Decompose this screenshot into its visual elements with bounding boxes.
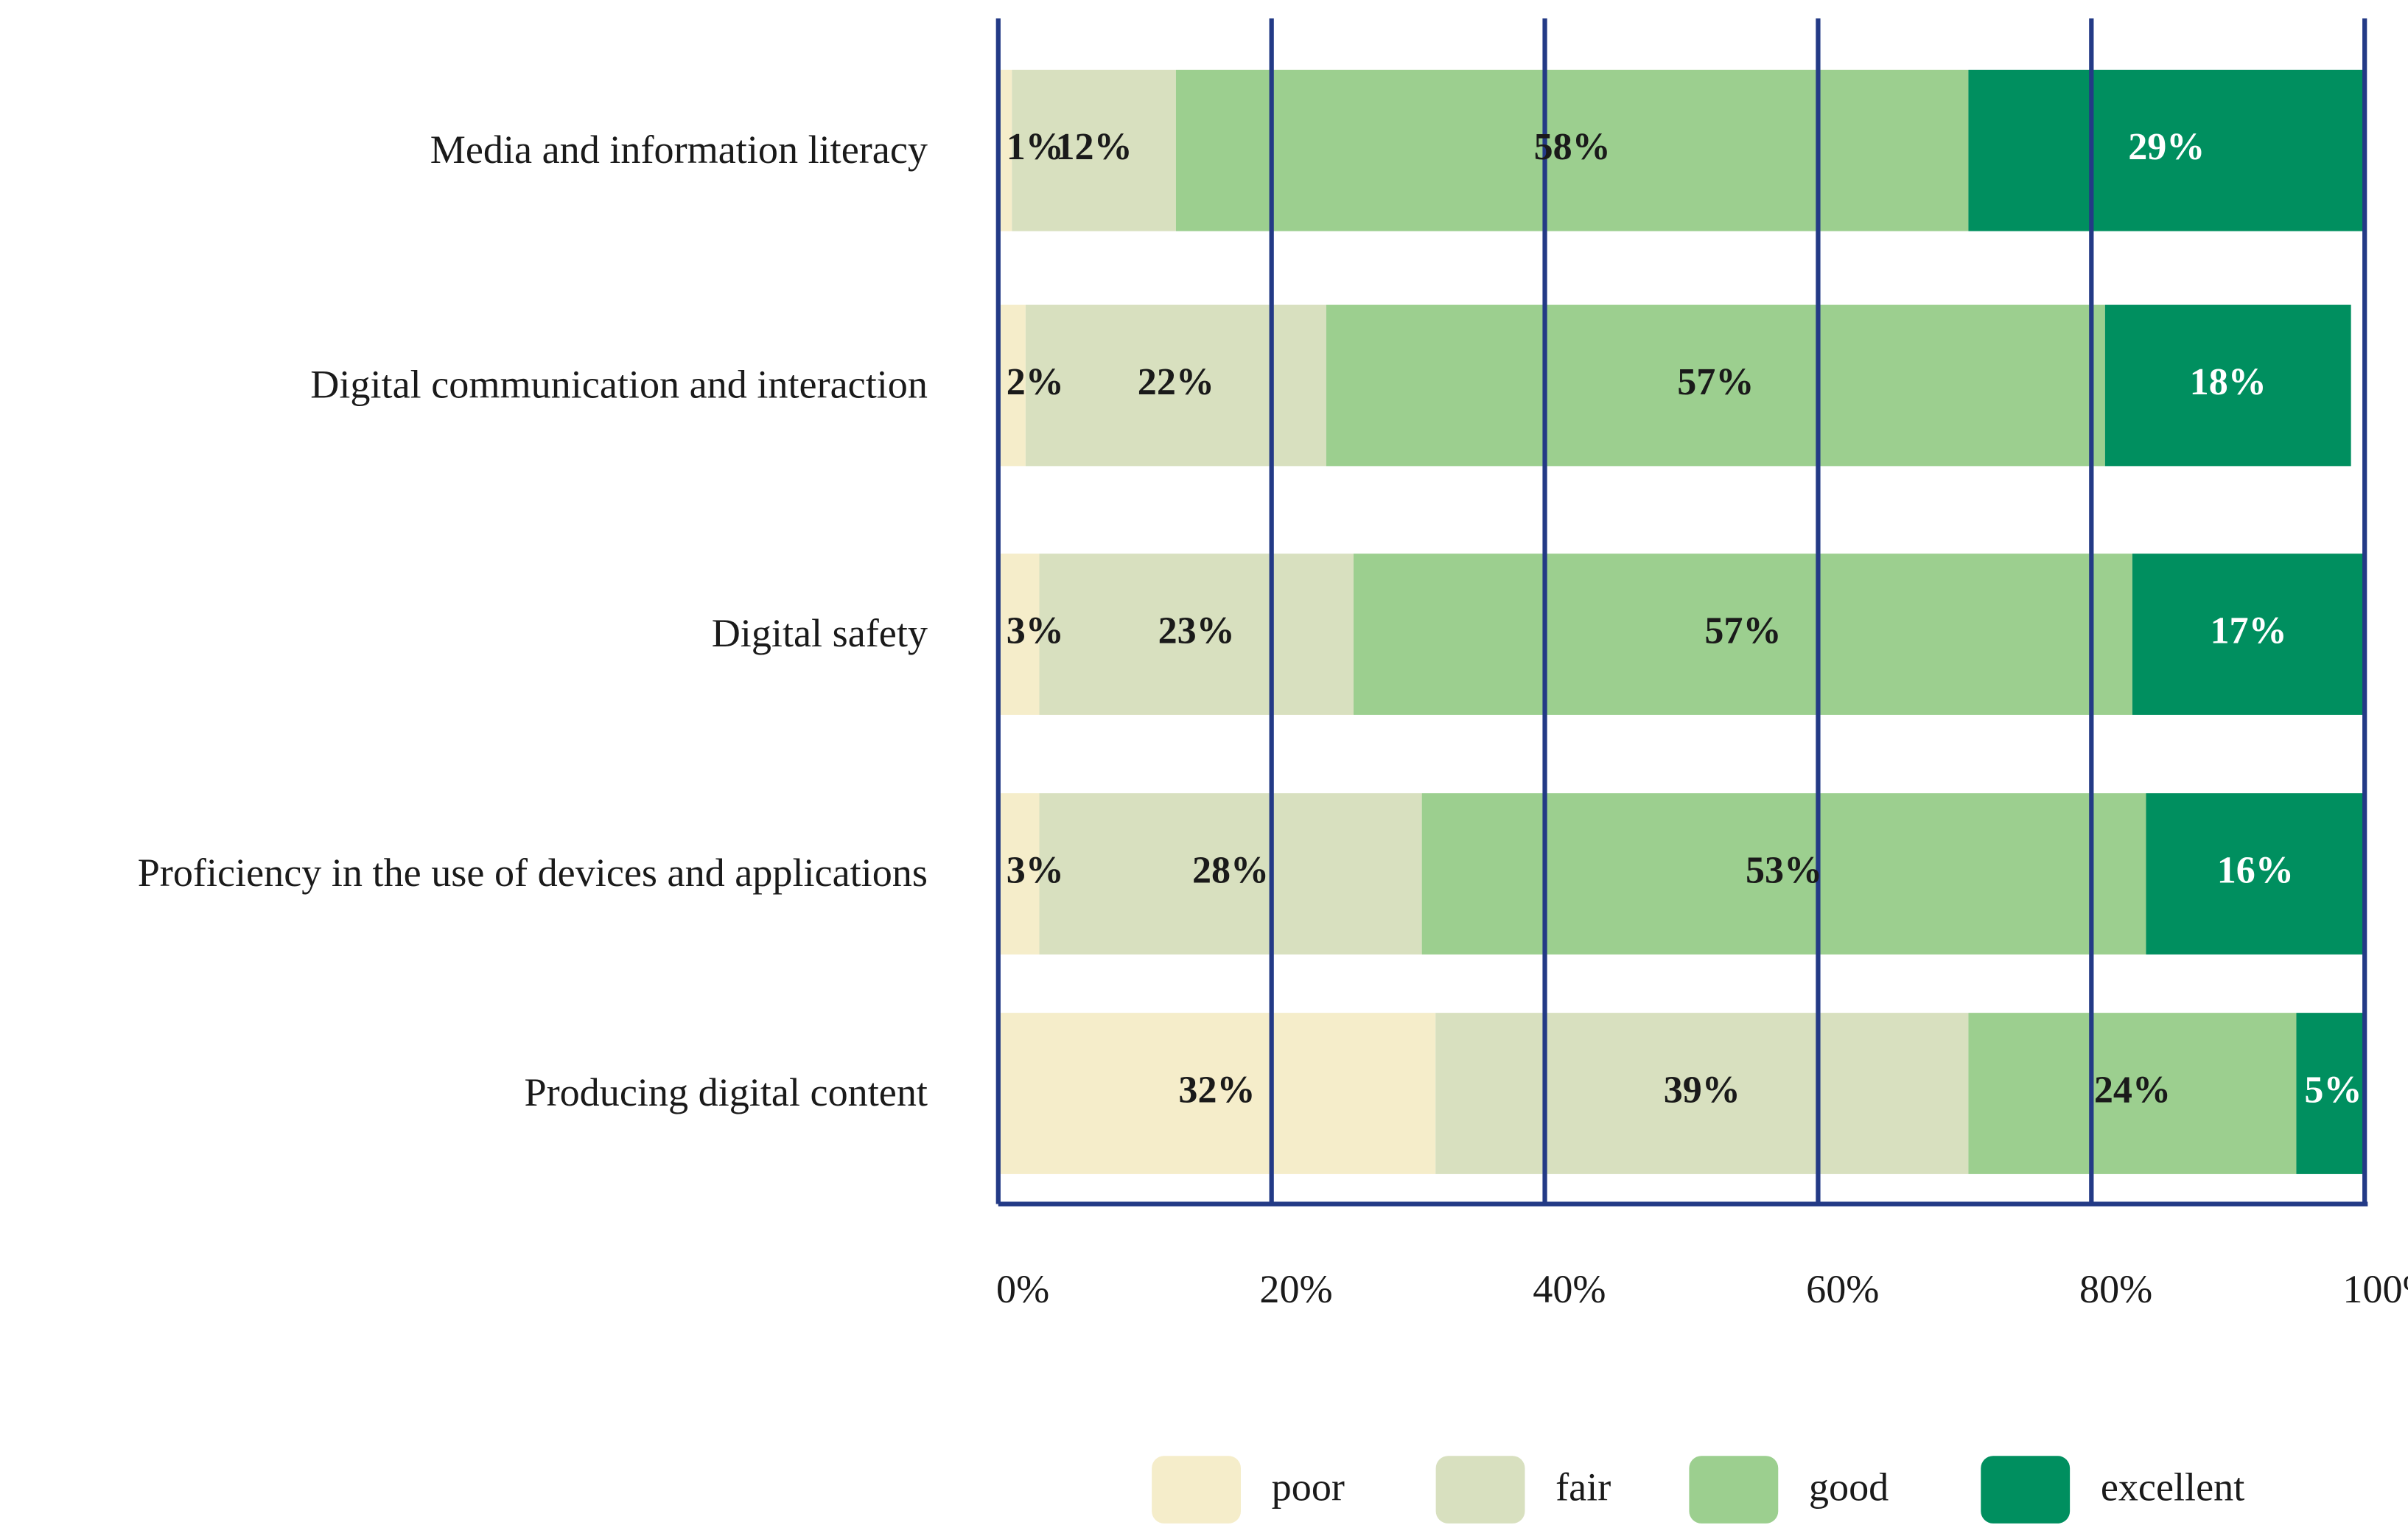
x-tick-label: 20% bbox=[1259, 1267, 1332, 1311]
data-label: 23% bbox=[1158, 610, 1235, 652]
bar-segment bbox=[1968, 1013, 2297, 1174]
legend-swatch bbox=[1435, 1456, 1525, 1524]
bar-segment bbox=[1326, 304, 2105, 467]
legend-label: fair bbox=[1555, 1465, 1611, 1510]
legend-label: poor bbox=[1272, 1465, 1345, 1510]
x-tick-label: 0% bbox=[996, 1267, 1049, 1311]
category-label: Digital communication and interaction bbox=[310, 363, 928, 407]
x-tick-label: 80% bbox=[2079, 1267, 2152, 1311]
data-label: 3% bbox=[1007, 850, 1064, 892]
data-label: 53% bbox=[1746, 850, 1822, 892]
x-tick-label: 60% bbox=[1806, 1267, 1879, 1311]
x-tick-label: 100% bbox=[2342, 1267, 2408, 1311]
bar-segment bbox=[1025, 304, 1326, 467]
x-tick-label: 40% bbox=[1533, 1267, 1606, 1311]
data-label: 29% bbox=[2128, 126, 2205, 168]
bar-segment bbox=[998, 1013, 1436, 1174]
bar-segment bbox=[2296, 1013, 2365, 1174]
category-label: Proficiency in the use of devices and ap… bbox=[138, 851, 928, 895]
data-label: 28% bbox=[1192, 850, 1269, 892]
bar-segment bbox=[1353, 554, 2132, 715]
category-label: Digital safety bbox=[712, 611, 928, 655]
data-label: 57% bbox=[1677, 361, 1754, 403]
data-label: 18% bbox=[2190, 361, 2267, 403]
data-label: 3% bbox=[1007, 610, 1064, 652]
bar-segment bbox=[1968, 69, 2365, 231]
legend-swatch bbox=[1981, 1456, 2071, 1524]
legend-label: good bbox=[1809, 1465, 1889, 1510]
category-label: Producing digital content bbox=[524, 1070, 928, 1114]
bar-segment bbox=[2132, 554, 2365, 715]
category-label: Media and information literacy bbox=[430, 128, 928, 172]
data-label: 16% bbox=[2217, 850, 2294, 892]
bar-segment bbox=[998, 554, 1040, 715]
data-label: 1% bbox=[1007, 126, 1064, 168]
data-label: 5% bbox=[2304, 1069, 2362, 1111]
bar-segment bbox=[2104, 304, 2351, 467]
legend-label: excellent bbox=[2101, 1465, 2244, 1510]
bar-segment bbox=[2146, 793, 2365, 955]
bar-segment bbox=[998, 793, 1040, 955]
data-label: 2% bbox=[1007, 361, 1064, 403]
data-label: 58% bbox=[1534, 126, 1611, 168]
data-label: 24% bbox=[2094, 1069, 2171, 1111]
data-label: 57% bbox=[1704, 610, 1781, 652]
bar-segment bbox=[1175, 69, 1969, 231]
data-label: 22% bbox=[1138, 361, 1214, 403]
bar-segment bbox=[1039, 793, 1422, 955]
bar-segment bbox=[998, 304, 1026, 467]
legend-swatch bbox=[1152, 1456, 1242, 1524]
bar-segment bbox=[1435, 1013, 1969, 1174]
bar-segment bbox=[998, 69, 1012, 231]
data-label: 12% bbox=[1056, 126, 1133, 168]
bar-segment bbox=[1012, 69, 1176, 231]
legend-swatch bbox=[1689, 1456, 1779, 1524]
data-label: 32% bbox=[1178, 1069, 1255, 1111]
bar-segment bbox=[1039, 554, 1354, 715]
data-label: 17% bbox=[2210, 610, 2286, 652]
data-label: 39% bbox=[1664, 1069, 1740, 1111]
